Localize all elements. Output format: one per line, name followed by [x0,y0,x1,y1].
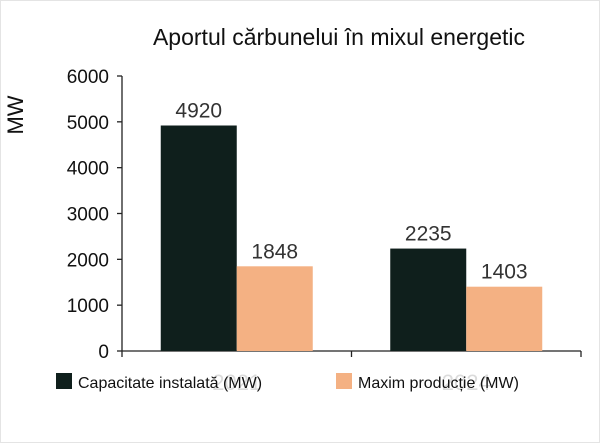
bar [236,266,313,351]
bar-value-label: 4920 [175,100,222,123]
legend-swatch [56,373,72,389]
y-tick-label: 4000 [67,159,109,180]
y-tick-label: 6000 [67,67,109,88]
y-tick-label: 3000 [67,205,109,226]
legend-text-backdrop [76,371,298,393]
y-tick-label: 2000 [67,250,109,271]
legend-label: Maxim producție (MW) [358,375,519,392]
bar [466,286,543,351]
bar-value-label: 1403 [481,261,528,284]
legend-swatch [336,373,352,389]
bar [390,248,467,351]
axes: 0 1000 2000 3000 4000 5000 6000 [67,67,582,363]
bar-value-label: 2235 [405,223,452,246]
bar-value-label: 1848 [251,240,298,263]
legend-label: Capacitate instalată (MW) [78,375,262,392]
legend-text-backdrop [356,371,578,393]
bar [160,125,237,351]
chart-title: Aportul cărbunelui în mixul energetic [153,24,525,50]
y-tick-label: 1000 [67,296,109,317]
bars: 492018482021223514032024 [160,100,543,395]
y-tick-label: 0 [98,342,109,363]
y-axis-label: MW [3,95,28,134]
y-tick-label: 5000 [67,113,109,134]
legend: Capacitate instalată (MW) Maxim producție… [56,371,578,393]
